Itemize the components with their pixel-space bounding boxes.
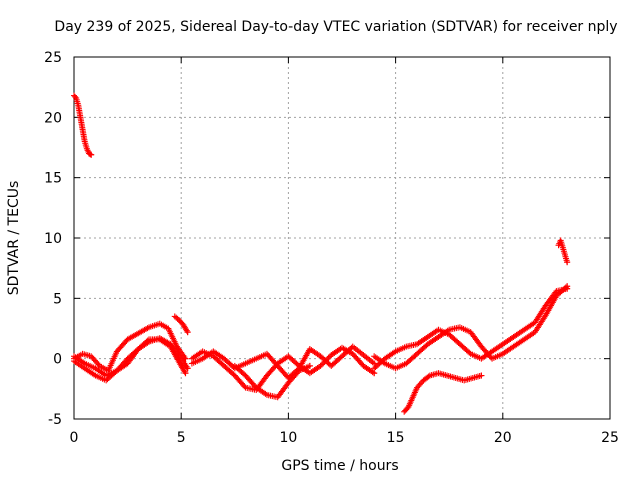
- y-tick-label: -5: [48, 412, 62, 428]
- data-point: [416, 381, 423, 388]
- data-point: [72, 93, 79, 100]
- y-tick-label: 20: [44, 110, 62, 126]
- data-point: [183, 327, 190, 334]
- data-point: [417, 380, 424, 387]
- data-point: [184, 329, 191, 336]
- data-point: [88, 151, 95, 158]
- y-tick-label: 15: [44, 171, 62, 187]
- y-tick-label: 25: [44, 50, 62, 66]
- data-point: [466, 349, 473, 356]
- tick-labels: 0 5 10 15 20 25 -5 0 5 10 15 20 25: [44, 50, 619, 446]
- x-tick-label: 10: [279, 430, 297, 446]
- x-axis-label: GPS time / hours: [281, 458, 398, 474]
- x-tick-label: 0: [70, 430, 79, 446]
- chart-title: Day 239 of 2025, Sidereal Day-to-day VTE…: [54, 19, 617, 35]
- y-axis-label: SDTVAR / TECUs: [6, 181, 22, 296]
- x-tick-label: 15: [387, 430, 405, 446]
- y-tick-label: 5: [53, 291, 62, 307]
- data-point: [184, 365, 191, 372]
- data-point: [306, 362, 313, 369]
- data-point: [181, 368, 188, 375]
- data-point: [87, 151, 94, 158]
- plot-frame: [73, 56, 611, 420]
- data-point: [425, 373, 432, 380]
- data-point: [177, 354, 184, 361]
- y-tick-label: 0: [53, 352, 62, 368]
- y-tick-label: 10: [44, 231, 62, 247]
- x-tick-label: 20: [494, 430, 512, 446]
- data-point: [318, 361, 325, 368]
- data-points: [71, 92, 571, 415]
- data-point: [317, 362, 324, 369]
- data-point: [564, 259, 571, 266]
- x-tick-label: 25: [601, 430, 619, 446]
- data-point: [478, 372, 485, 379]
- gridlines: [74, 57, 610, 419]
- data-point: [182, 370, 189, 377]
- x-tick-label: 5: [177, 430, 186, 446]
- data-point: [325, 354, 332, 361]
- data-point: [414, 384, 421, 391]
- data-point: [415, 383, 422, 390]
- data-point: [564, 283, 571, 290]
- data-point: [562, 284, 569, 291]
